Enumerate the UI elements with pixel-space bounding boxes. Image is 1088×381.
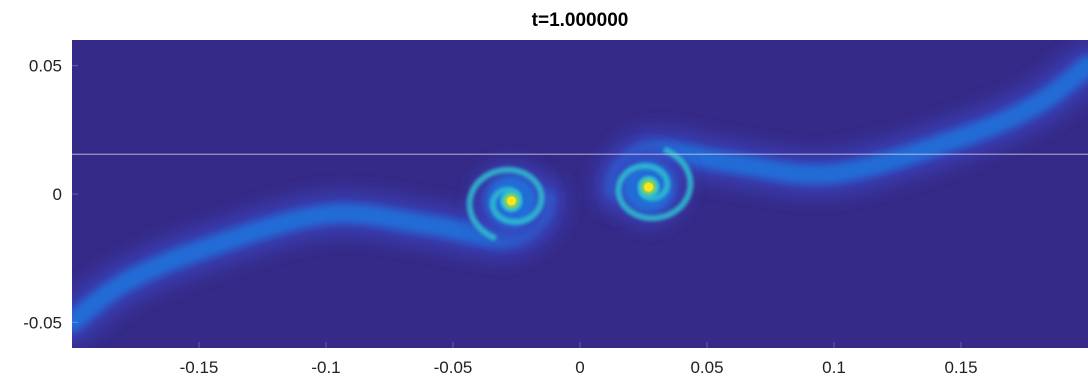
y-axis-ticks: 0.05 0 -0.05 <box>23 57 78 332</box>
x-tick-label: 0 <box>575 358 584 377</box>
x-tick-label: 0.1 <box>822 358 846 377</box>
vortex-right-spiral <box>615 146 694 222</box>
x-tick-label: -0.15 <box>180 358 219 377</box>
vortex-left <box>466 160 552 242</box>
plot-background <box>72 40 1088 348</box>
vortex-right <box>608 146 694 228</box>
y-tick-label: 0.05 <box>29 57 62 76</box>
x-tick-label: -0.05 <box>434 358 473 377</box>
y-tick-label: -0.05 <box>23 313 62 332</box>
x-tick-label: 0.15 <box>944 358 977 377</box>
y-tick-label: 0 <box>53 185 62 204</box>
vortex-right-peak <box>644 182 654 192</box>
x-tick-label: -0.1 <box>311 358 340 377</box>
x-axis-ticks: -0.15 -0.1 -0.05 0 0.05 0.1 0.15 <box>180 342 978 377</box>
vortex-left-peak <box>506 196 516 206</box>
vortex-left-spiral <box>466 166 545 242</box>
vorticity-field <box>72 42 1088 346</box>
chart-title: t=1.000000 <box>532 10 629 31</box>
x-tick-label: 0.05 <box>690 358 723 377</box>
